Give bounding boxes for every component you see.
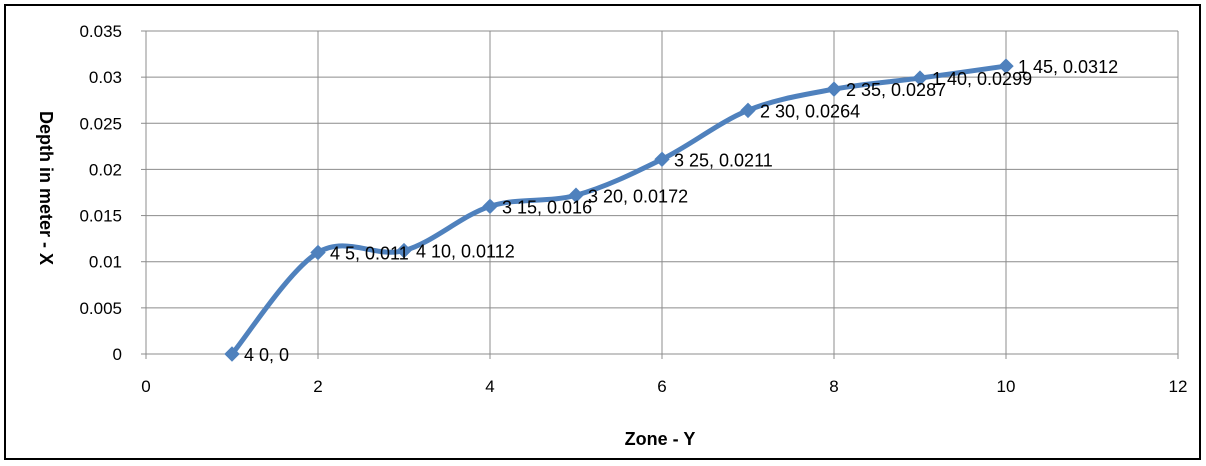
x-tick-label: 2 [313,377,322,396]
data-point-marker [482,198,498,215]
x-tick-label: 12 [1169,377,1188,396]
y-tick-label: 0.03 [89,68,122,87]
x-tick-label: 8 [829,377,838,396]
y-tick-label: 0 [113,345,122,364]
data-point-marker [998,58,1014,74]
data-point-marker [224,346,240,362]
chart-border [4,4,1201,460]
data-point-marker [396,242,412,259]
data-label: 4 0, 0 [244,345,289,365]
tick-labels: 0 2 4 6 8 10 12 0 0.005 0.01 0.015 0.02 0.025 0.03 0.0… [79,22,1187,396]
data-point-marker [740,102,756,119]
data-label: 3 25, 0.0211 [674,150,773,170]
x-tick-label: 0 [141,377,150,396]
data-label: 4 10, 0.0112 [416,242,515,262]
y-tick-label: 0.015 [79,207,122,226]
data-label: 1 45, 0.0312 [1018,57,1118,77]
data-point-marker [912,70,928,86]
y-tick-label: 0.02 [89,160,122,179]
data-point-marker [568,187,584,203]
data-label: 1 40, 0.0299 [932,69,1032,89]
data-label: 3 20, 0.0172 [588,186,688,206]
series-line [229,63,1009,357]
x-tick-label: 4 [485,377,494,396]
data-point-marker [310,244,326,261]
x-tick-label: 10 [997,377,1016,396]
data-point-marker [654,151,670,167]
y-tick-label: 0.025 [79,114,122,133]
series [224,58,1014,362]
y-axis-title: Depth in meter - X [36,111,56,265]
x-tick-label: 6 [657,377,666,396]
data-label: 2 35, 0.0287 [846,80,946,100]
data-point-marker [826,81,842,97]
y-tick-label: 0.035 [79,22,122,41]
data-label: 3 15, 0.016 [502,197,592,217]
data-label: 2 30, 0.0264 [760,101,860,121]
data-label: 4 5, 0.011 [330,243,409,263]
x-axis-title: Zone - Y [625,429,696,449]
y-tick-label: 0.005 [79,299,122,318]
y-tick-label: 0.01 [89,253,122,272]
axes [141,30,1179,359]
